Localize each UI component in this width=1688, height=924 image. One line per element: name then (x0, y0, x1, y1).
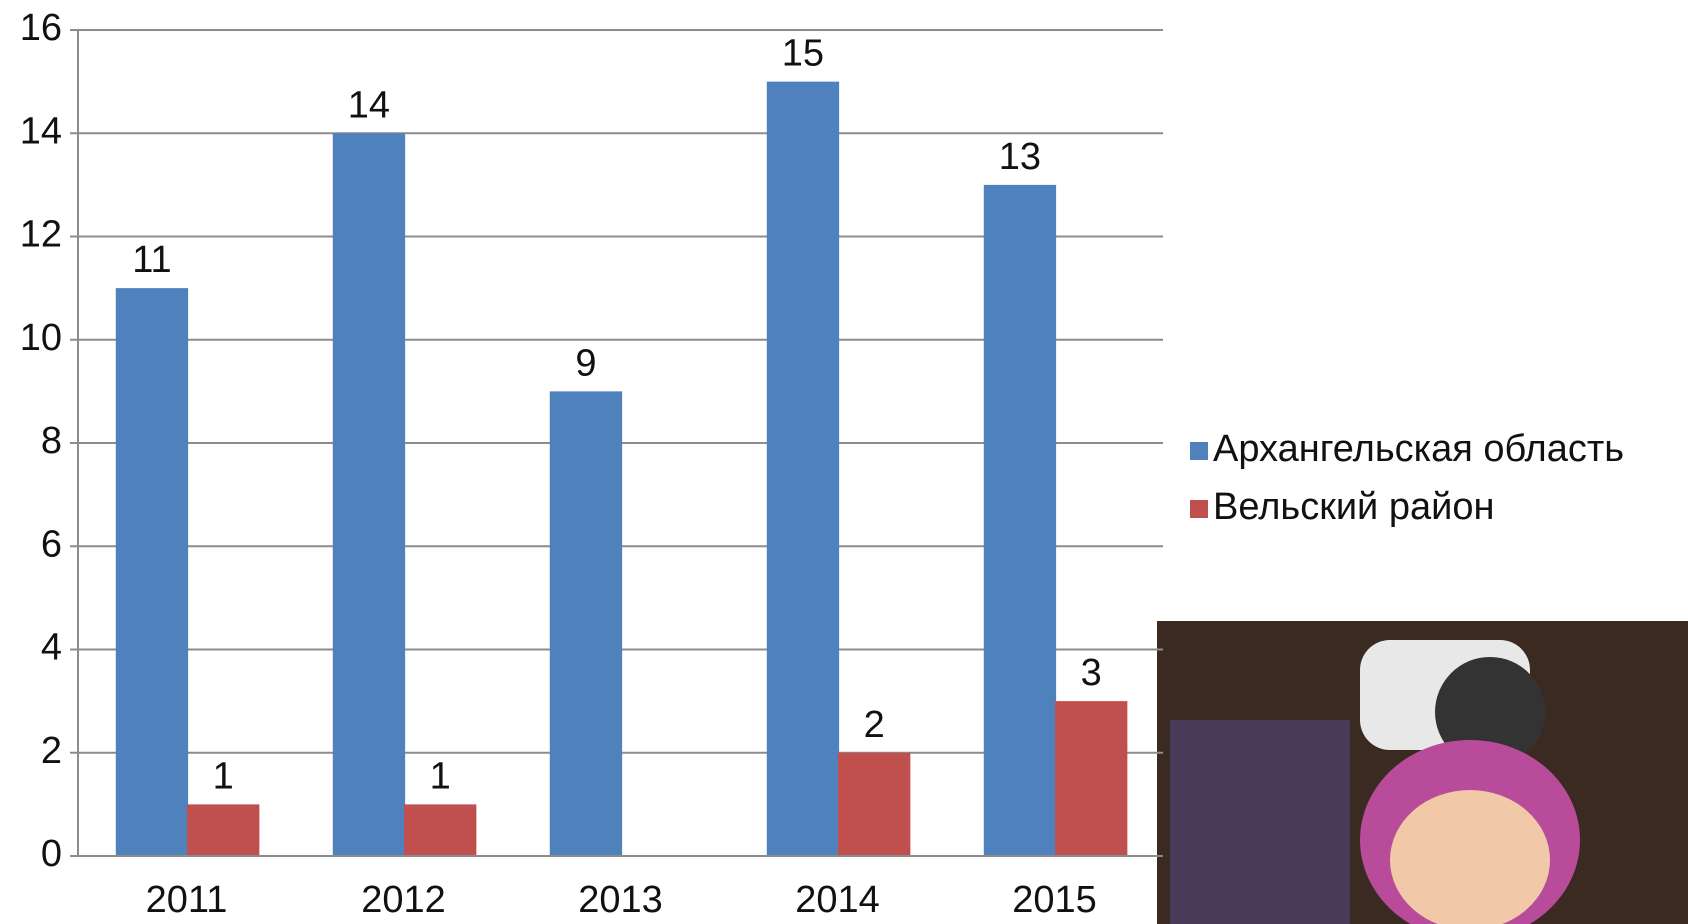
bar (404, 804, 476, 856)
data-label: 1 (213, 755, 234, 797)
y-tick-label: 0 (41, 833, 62, 875)
data-label: 2 (864, 704, 885, 746)
page: {"chart_data": {"type": "bar", "categori… (0, 0, 1688, 924)
y-tick-label: 10 (20, 317, 62, 359)
bar (984, 185, 1056, 856)
data-label: 13 (999, 136, 1041, 178)
y-tick-label: 6 (41, 523, 62, 565)
bar (1055, 701, 1127, 856)
illustration-face (1390, 790, 1550, 924)
y-tick-label: 16 (20, 7, 62, 49)
illustration-books (1170, 720, 1350, 924)
data-label: 15 (782, 33, 824, 75)
bar (767, 82, 839, 856)
chart: 0246810121416201120122013201420151114915… (0, 0, 1688, 924)
y-tick-label: 2 (41, 730, 62, 772)
y-tick-label: 14 (20, 110, 62, 152)
x-tick-label: 2011 (146, 879, 228, 921)
y-tick-label: 12 (20, 214, 62, 256)
x-tick-label: 2013 (578, 879, 663, 921)
bar (187, 804, 259, 856)
bar (333, 133, 405, 856)
x-tick-label: 2015 (1012, 879, 1097, 921)
legend-swatch (1190, 442, 1208, 460)
data-label: 3 (1081, 652, 1102, 694)
data-label: 11 (132, 239, 171, 281)
bar (550, 391, 622, 856)
x-tick-label: 2012 (361, 879, 446, 921)
legend-label: Архангельская область (1213, 428, 1624, 470)
legend-label: Вельский район (1213, 486, 1494, 528)
y-tick-label: 4 (41, 627, 62, 669)
y-tick-label: 8 (41, 420, 62, 462)
x-tick-label: 2014 (795, 879, 880, 921)
legend-swatch (1190, 500, 1208, 518)
data-label: 9 (575, 342, 596, 384)
bar (838, 753, 910, 856)
data-label: 14 (348, 84, 390, 126)
data-label: 1 (430, 755, 451, 797)
illustration (1157, 621, 1688, 924)
bar (116, 288, 188, 856)
